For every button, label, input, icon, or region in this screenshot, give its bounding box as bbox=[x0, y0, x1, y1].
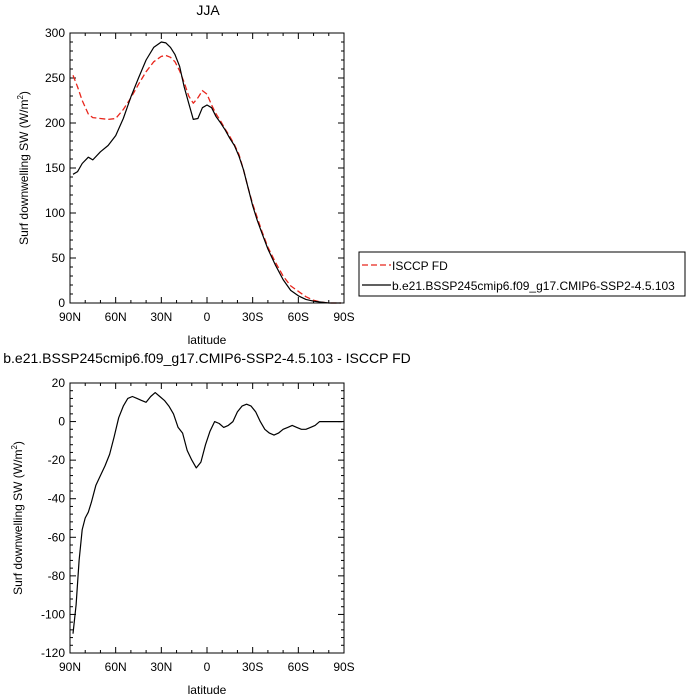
top-x-tick-label: 60S bbox=[288, 310, 309, 324]
bottom-series-lines bbox=[72, 392, 343, 634]
top-series-line-1 bbox=[72, 41, 341, 304]
top-chart-title: JJA bbox=[196, 2, 220, 18]
top-x-tick-label: 30N bbox=[150, 310, 172, 324]
bottom-y-axis-label-superscript: 2 bbox=[10, 445, 19, 450]
top-y-tick-label: 100 bbox=[45, 206, 65, 220]
top-y-ticks: 0 50 100 150 200 250 300 bbox=[45, 26, 344, 310]
bottom-panel: b.e21.BSSP245cmip6.f09_g17.CMIP6-SSP2-4.… bbox=[3, 350, 411, 697]
bottom-y-tick-label: -80 bbox=[48, 569, 66, 583]
legend-box bbox=[358, 251, 686, 297]
bottom-x-tick-label: 60S bbox=[288, 660, 309, 674]
bottom-x-tick-label: 0 bbox=[204, 660, 211, 674]
bottom-y-tick-label: -20 bbox=[48, 453, 66, 467]
bottom-plot-frame bbox=[69, 382, 345, 654]
top-x-tick-label: 30S bbox=[242, 310, 263, 324]
bottom-x-tick-label: 30N bbox=[150, 660, 172, 674]
top-plot-frame bbox=[69, 32, 345, 304]
bottom-y-tick-label: 20 bbox=[52, 376, 66, 390]
top-y-axis-label-main: Surf downwelling SW (W/m bbox=[17, 100, 31, 245]
bottom-y-tick-label: 0 bbox=[58, 415, 65, 429]
top-y-tick-label: 200 bbox=[45, 116, 65, 130]
bottom-y-axis-label-close: ) bbox=[11, 441, 25, 445]
top-y-tick-label: 250 bbox=[45, 71, 65, 85]
bottom-y-tick-label: -40 bbox=[48, 492, 66, 506]
legend-label-model: b.e21.BSSP245cmip6.f09_g17.CMIP6-SSP2-4.… bbox=[392, 279, 675, 293]
top-y-tick-label: 300 bbox=[45, 26, 65, 40]
top-y-tick-label: 0 bbox=[58, 296, 65, 310]
top-x-tick-label: 90S bbox=[333, 310, 354, 324]
bottom-y-tick-label: -120 bbox=[41, 646, 65, 660]
bottom-series-line-0 bbox=[72, 392, 343, 634]
top-x-tick-label: 0 bbox=[204, 310, 211, 324]
bottom-y-axis-label-main: Surf downwelling SW (W/m bbox=[11, 450, 25, 595]
bottom-x-tick-label: 90S bbox=[333, 660, 354, 674]
bottom-x-tick-label: 60N bbox=[105, 660, 127, 674]
bottom-y-tick-label: -100 bbox=[41, 607, 65, 621]
bottom-y-axis-label: Surf downwelling SW (W/m2) bbox=[10, 441, 25, 595]
top-y-axis-label: Surf downwelling SW (W/m2) bbox=[16, 91, 31, 245]
top-legend: ISCCP FD b.e21.BSSP245cmip6.f09_g17.CMIP… bbox=[358, 251, 686, 297]
top-y-axis-label-superscript: 2 bbox=[16, 95, 25, 100]
top-x-ticks: 90N 60N 30N 0 30S 60S 90S bbox=[59, 33, 355, 324]
bottom-x-ticks: 90N 60N 30N 0 30S 60S 90S bbox=[59, 383, 355, 674]
top-x-tick-label: 60N bbox=[105, 310, 127, 324]
bottom-chart-title: b.e21.BSSP245cmip6.f09_g17.CMIP6-SSP2-4.… bbox=[3, 350, 411, 366]
top-x-axis-label: latitude bbox=[188, 333, 227, 347]
bottom-y-ticks: -120 -100 -80 -60 -40 -20 0 20 bbox=[41, 376, 344, 660]
top-y-tick-label: 50 bbox=[52, 251, 66, 265]
top-y-axis-label-close: ) bbox=[17, 91, 31, 95]
bottom-x-axis-label: latitude bbox=[188, 683, 227, 697]
top-x-tick-label: 90N bbox=[59, 310, 81, 324]
bottom-y-tick-label: -60 bbox=[48, 530, 66, 544]
bottom-x-tick-label: 30S bbox=[242, 660, 263, 674]
top-y-tick-label: 150 bbox=[45, 161, 65, 175]
legend-label-isccp: ISCCP FD bbox=[392, 259, 448, 273]
top-series-line-0 bbox=[72, 54, 341, 304]
top-series-lines bbox=[72, 41, 341, 304]
bottom-x-tick-label: 90N bbox=[59, 660, 81, 674]
